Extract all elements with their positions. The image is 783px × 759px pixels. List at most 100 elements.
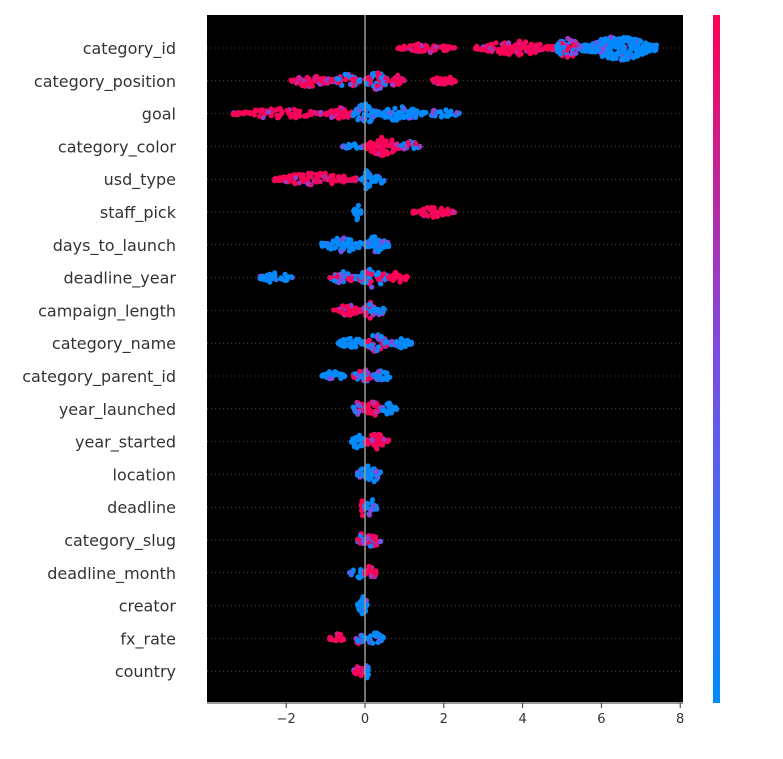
shap-point	[374, 241, 380, 247]
shap-point	[402, 275, 408, 281]
shap-point	[368, 633, 374, 639]
shap-point	[636, 37, 642, 44]
shap-point	[396, 115, 403, 121]
shap-point	[334, 274, 340, 280]
shap-point	[355, 638, 361, 644]
shap-point	[401, 106, 407, 112]
shap-point	[649, 45, 656, 51]
shap-point	[438, 114, 444, 120]
shap-point	[371, 503, 377, 509]
shap-point	[384, 373, 390, 379]
shap-point	[565, 35, 571, 42]
feature-row-points	[351, 663, 371, 681]
shap-point	[370, 640, 376, 646]
shap-point	[296, 74, 302, 81]
shap-point	[534, 47, 541, 53]
shap-point	[375, 344, 382, 350]
shap-point	[277, 175, 283, 181]
shap-point	[343, 76, 349, 83]
shap-point	[325, 245, 331, 251]
shap-point	[443, 107, 449, 113]
shap-point	[367, 266, 373, 272]
shap-point	[277, 106, 283, 112]
shap-point	[353, 305, 359, 311]
shap-point	[496, 48, 502, 54]
shap-point	[336, 279, 342, 286]
shap-point	[628, 36, 634, 42]
feature-label: deadline	[107, 498, 176, 517]
shap-point	[381, 436, 387, 443]
shap-point	[286, 111, 292, 117]
shap-point	[413, 141, 419, 147]
shap-point	[397, 46, 403, 52]
shap-point	[621, 57, 627, 63]
shap-point	[330, 238, 336, 244]
shap-point	[346, 341, 352, 347]
shap-point	[340, 114, 347, 120]
shap-point	[309, 83, 315, 89]
shap-point	[433, 44, 439, 50]
shap-point	[376, 368, 382, 375]
shap-point	[317, 179, 323, 185]
shap-point	[368, 308, 374, 315]
feature-row-points	[340, 134, 423, 158]
shap-point	[334, 76, 340, 82]
shap-point	[354, 145, 360, 151]
shap-point	[378, 333, 384, 340]
shap-point	[397, 279, 403, 285]
shap-point	[334, 307, 340, 313]
feature-label: country	[115, 662, 176, 681]
shap-point	[365, 270, 371, 276]
shap-point	[312, 75, 318, 81]
feature-label: category_name	[52, 334, 176, 354]
feature-row-points	[358, 497, 380, 519]
shap-point	[369, 71, 375, 77]
shap-point	[493, 40, 499, 46]
shap-point	[516, 51, 522, 57]
shap-point	[411, 145, 417, 151]
shap-point	[366, 476, 372, 482]
shap-point	[367, 119, 373, 125]
shap-point	[450, 209, 456, 215]
shap-point	[369, 271, 375, 277]
shap-point	[347, 335, 353, 341]
shap-point	[365, 463, 371, 469]
shap-point	[441, 81, 447, 87]
shap-point	[283, 174, 289, 180]
shap-point	[335, 107, 341, 114]
shap-point	[364, 602, 370, 608]
shap-point	[371, 630, 378, 636]
shap-point	[350, 76, 356, 82]
shap-point	[355, 471, 362, 477]
shap-point	[371, 442, 377, 448]
shap-point	[382, 112, 388, 118]
shap-point	[365, 370, 371, 376]
shap-point	[505, 40, 512, 46]
shap-point	[502, 44, 508, 50]
feature-row-points	[335, 332, 415, 354]
shap-point	[410, 209, 416, 215]
x-tick-label: 2	[440, 712, 448, 727]
shap-point	[540, 46, 546, 52]
shap-point	[371, 479, 377, 485]
shap-point	[318, 109, 324, 115]
shap-point	[386, 274, 392, 280]
shap-point	[375, 151, 381, 157]
shap-point	[317, 170, 324, 176]
shap-point	[340, 303, 346, 309]
shap-point	[401, 46, 408, 52]
feature-row-points	[395, 34, 660, 63]
shap-point	[309, 170, 315, 176]
shap-point	[405, 139, 412, 145]
shap-point	[635, 49, 641, 56]
feature-label: goal	[142, 105, 176, 124]
shap-point	[365, 184, 371, 190]
shap-point	[366, 302, 372, 308]
feature-label: category_position	[34, 72, 176, 92]
shap-point	[346, 248, 352, 254]
shap-point	[253, 108, 259, 114]
shap-point	[342, 71, 348, 77]
x-tick-label: −2	[277, 712, 296, 727]
shap-point	[323, 112, 329, 118]
shap-point	[292, 181, 298, 187]
